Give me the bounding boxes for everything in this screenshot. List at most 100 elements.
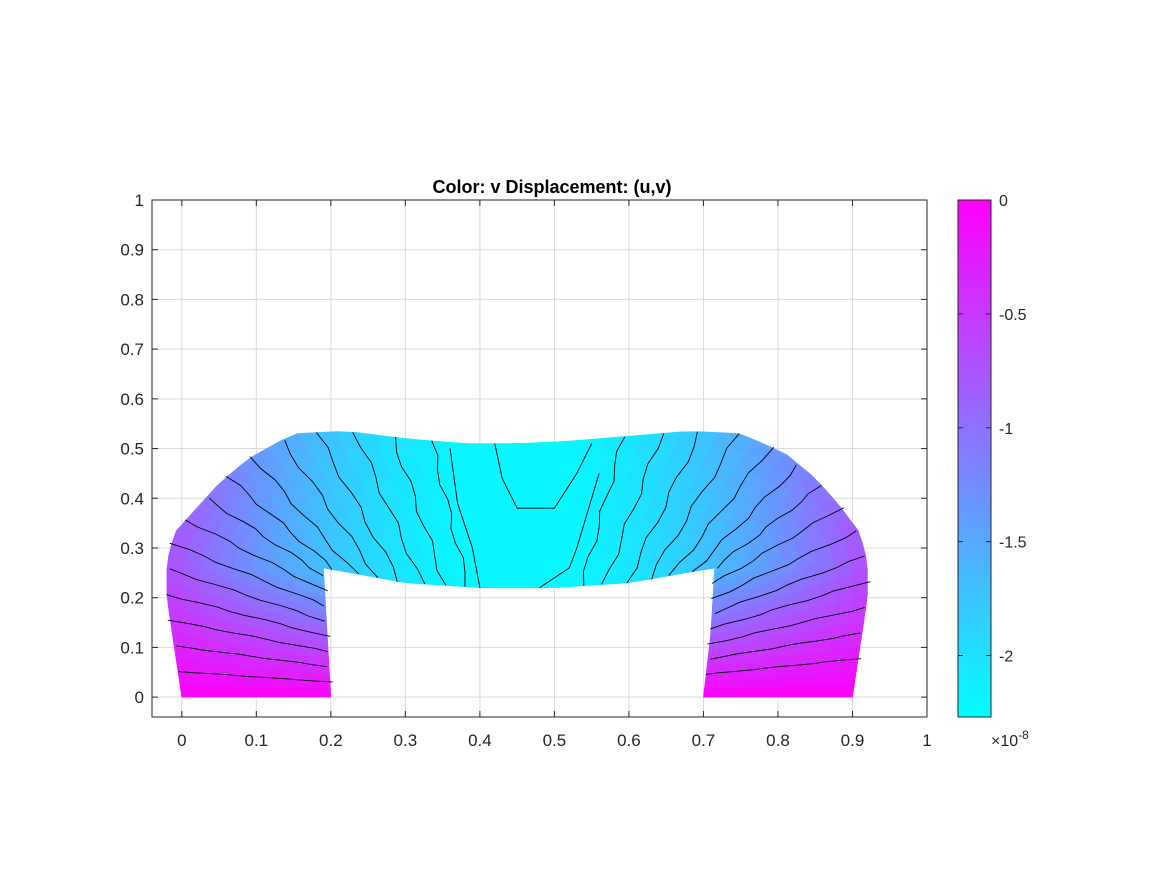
field-cell <box>537 543 554 559</box>
colorbar-tick-label: -1 <box>999 421 1013 438</box>
colorbar-tick-label: -2 <box>999 649 1013 666</box>
field-cell <box>747 687 765 698</box>
contour-line <box>284 440 379 579</box>
contour-line-center <box>449 448 481 588</box>
contour-line <box>395 437 447 586</box>
y-tick-label: 0.7 <box>120 340 144 359</box>
displacement-field <box>166 431 868 698</box>
field-cell <box>540 514 558 530</box>
x-tick-label: 0.8 <box>766 731 790 750</box>
field-cell <box>840 658 859 673</box>
colorbar-tick-label: -1.5 <box>999 535 1027 552</box>
field-cell <box>500 572 514 589</box>
field-cell <box>464 514 483 531</box>
field-cell <box>209 684 227 698</box>
field-cell <box>496 529 513 545</box>
field-cell <box>526 470 546 487</box>
field-cell <box>703 688 720 698</box>
x-tick-label: 0.9 <box>841 731 865 750</box>
field-cell <box>469 443 491 459</box>
field-cell <box>507 442 528 459</box>
x-tick-label: 0.7 <box>692 731 716 750</box>
field-cell <box>269 687 287 698</box>
field-cell <box>508 457 528 473</box>
field-cell <box>779 675 797 688</box>
field-cell <box>545 440 567 458</box>
colorbar-exponent: ×10-8 <box>991 728 1029 750</box>
field-cell <box>842 645 861 661</box>
contour-line <box>601 433 665 585</box>
field-cell <box>239 686 257 698</box>
field-cell <box>224 685 242 698</box>
field-cell <box>314 680 331 690</box>
field-cell <box>223 674 241 687</box>
contour-line-center <box>494 443 593 509</box>
field-cell <box>781 653 800 667</box>
contour-line <box>710 632 861 660</box>
y-tick-label: 0 <box>135 688 144 707</box>
contour-line <box>249 456 360 575</box>
x-tick-label: 0.2 <box>319 731 343 750</box>
x-tick-label: 0.4 <box>468 731 492 750</box>
field-cell <box>208 673 226 687</box>
field-cell <box>238 675 256 688</box>
field-cell <box>536 558 552 574</box>
contour-line <box>431 440 466 587</box>
field-cell <box>556 498 576 515</box>
field-cell <box>510 529 527 545</box>
field-cell <box>524 558 539 574</box>
field-cell <box>703 680 721 690</box>
field-cell <box>481 529 499 545</box>
field-cell <box>525 529 541 545</box>
field-cell <box>825 659 844 674</box>
axis-ticks: 0 0.1 0.2 0.3 0.4 0.5 0.6 0.7 0.8 0.9 1 0 0.1 0.2 0.3 0… <box>120 191 931 750</box>
contour-line <box>668 446 775 576</box>
axes-box <box>151 199 928 718</box>
contour-line <box>705 658 862 675</box>
field-cell <box>315 688 332 698</box>
chart-title: Color: v Displacement: (u,v) <box>432 177 671 197</box>
field-cell <box>732 687 750 698</box>
contour-line <box>707 606 865 645</box>
field-cell <box>839 671 857 686</box>
field-cell <box>237 664 255 678</box>
field-cell <box>807 684 825 698</box>
field-cell <box>797 651 815 666</box>
contour-line <box>169 568 325 622</box>
x-tick-label: 0.6 <box>617 731 641 750</box>
y-tick-label: 0.5 <box>120 440 144 459</box>
contour-line <box>626 431 698 584</box>
field-cell <box>809 673 827 687</box>
contour-line <box>352 432 426 585</box>
field-cell <box>488 572 503 589</box>
field-cell <box>824 672 842 686</box>
field-cell <box>495 515 512 531</box>
y-tick-label: 0.9 <box>120 241 144 260</box>
field-cell <box>179 683 198 698</box>
field-cell <box>284 687 302 698</box>
contour-line <box>711 530 857 600</box>
field-cell <box>717 688 735 698</box>
field-cell <box>794 674 812 687</box>
field-cell <box>762 686 780 698</box>
y-tick-label: 0.8 <box>120 290 144 309</box>
field-cell <box>524 572 538 589</box>
field-cell <box>268 677 286 689</box>
field-cell <box>458 485 479 502</box>
field-cell <box>194 684 212 698</box>
field-cell <box>543 470 563 487</box>
x-tick-label: 0 <box>177 731 186 750</box>
field-cell <box>526 485 544 502</box>
contour-line <box>184 519 328 592</box>
contour-line <box>717 485 822 569</box>
contour-line <box>178 671 333 683</box>
field-cell <box>508 471 528 488</box>
field-cell <box>542 484 561 501</box>
field-cell <box>175 658 194 673</box>
field-cell <box>477 500 496 517</box>
field-cell <box>254 686 272 698</box>
field-cell <box>827 647 846 663</box>
field-cell <box>777 686 795 698</box>
field-cell <box>526 441 548 458</box>
x-tick-label: 0.5 <box>543 731 567 750</box>
